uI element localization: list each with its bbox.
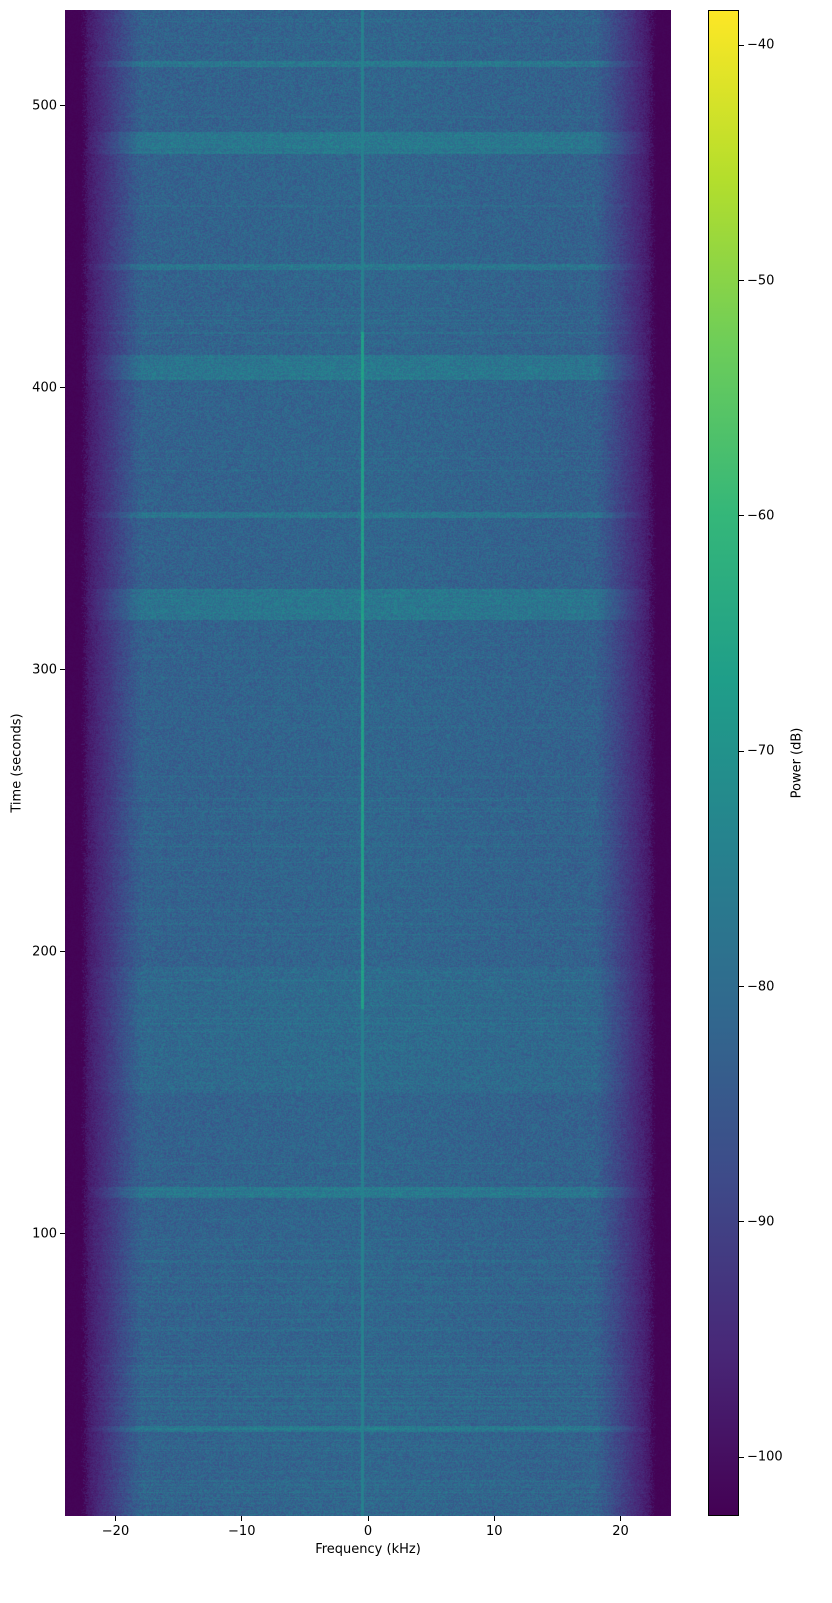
colorbar-label: Power (dB) bbox=[789, 727, 805, 799]
colorbar-tick-label: −50 bbox=[747, 273, 775, 289]
x-tick bbox=[367, 1516, 369, 1521]
y-tick-label: 500 bbox=[32, 98, 57, 114]
colorbar-tick-label: −60 bbox=[747, 508, 775, 524]
colorbar-tick-label: −100 bbox=[747, 1449, 783, 1465]
x-tick bbox=[620, 1516, 621, 1521]
x-tick bbox=[115, 1516, 116, 1521]
x-tick bbox=[493, 1516, 495, 1521]
y-tick bbox=[60, 105, 65, 107]
y-tick bbox=[60, 387, 65, 389]
y-axis-label: Time (seconds) bbox=[9, 713, 25, 813]
colorbar-tick-label: −70 bbox=[747, 743, 775, 759]
x-tick-label: −10 bbox=[228, 1524, 256, 1539]
colorbar-tick bbox=[739, 750, 744, 752]
colorbar-tick bbox=[739, 44, 744, 46]
y-tick-label: 300 bbox=[32, 662, 57, 678]
x-axis-label: Frequency (kHz) bbox=[315, 1542, 421, 1557]
colorbar-tick bbox=[739, 515, 744, 517]
colorbar-tick bbox=[739, 1221, 744, 1223]
colorbar bbox=[708, 10, 739, 1516]
y-tick bbox=[60, 669, 65, 671]
y-tick-label: 200 bbox=[32, 944, 57, 960]
x-tick-label: 0 bbox=[363, 1524, 373, 1539]
y-tick-label: 400 bbox=[32, 380, 57, 396]
colorbar-tick-label: −40 bbox=[747, 37, 775, 53]
x-tick-label: −20 bbox=[101, 1524, 130, 1539]
x-tick-label: 20 bbox=[612, 1524, 629, 1539]
colorbar-tick bbox=[739, 986, 744, 988]
x-tick bbox=[241, 1516, 243, 1521]
spectrogram-heatmap bbox=[65, 10, 671, 1516]
colorbar-tick bbox=[739, 280, 744, 282]
y-tick bbox=[60, 1233, 65, 1235]
x-tick-label: 10 bbox=[485, 1524, 503, 1539]
y-tick bbox=[60, 951, 65, 953]
y-tick-label: 100 bbox=[32, 1226, 57, 1242]
colorbar-tick-label: −90 bbox=[747, 1214, 775, 1230]
colorbar-tick bbox=[739, 1456, 744, 1458]
colorbar-tick-label: −80 bbox=[747, 979, 775, 995]
